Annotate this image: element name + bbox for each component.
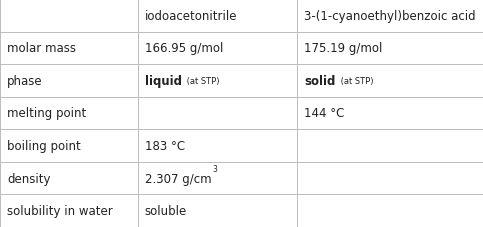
Text: 144 °C: 144 °C: [304, 107, 345, 120]
Text: 175.19 g/mol: 175.19 g/mol: [304, 42, 383, 55]
Text: (at STP): (at STP): [338, 76, 373, 86]
Text: 3: 3: [213, 164, 217, 173]
Text: melting point: melting point: [7, 107, 86, 120]
Text: (at STP): (at STP): [185, 76, 220, 86]
Text: 166.95 g/mol: 166.95 g/mol: [145, 42, 223, 55]
Text: 183 °C: 183 °C: [145, 139, 185, 152]
Text: phase: phase: [7, 75, 43, 88]
Text: boiling point: boiling point: [7, 139, 81, 152]
Text: iodoacetonitrile: iodoacetonitrile: [145, 10, 238, 23]
Text: 3-(1-cyanoethyl)benzoic acid: 3-(1-cyanoethyl)benzoic acid: [304, 10, 476, 23]
Text: solubility in water: solubility in water: [7, 204, 113, 217]
Text: molar mass: molar mass: [7, 42, 76, 55]
Text: solid: solid: [304, 75, 336, 88]
Text: 2.307 g/cm: 2.307 g/cm: [145, 172, 212, 185]
Text: liquid: liquid: [145, 75, 182, 88]
Text: soluble: soluble: [145, 204, 187, 217]
Text: density: density: [7, 172, 51, 185]
